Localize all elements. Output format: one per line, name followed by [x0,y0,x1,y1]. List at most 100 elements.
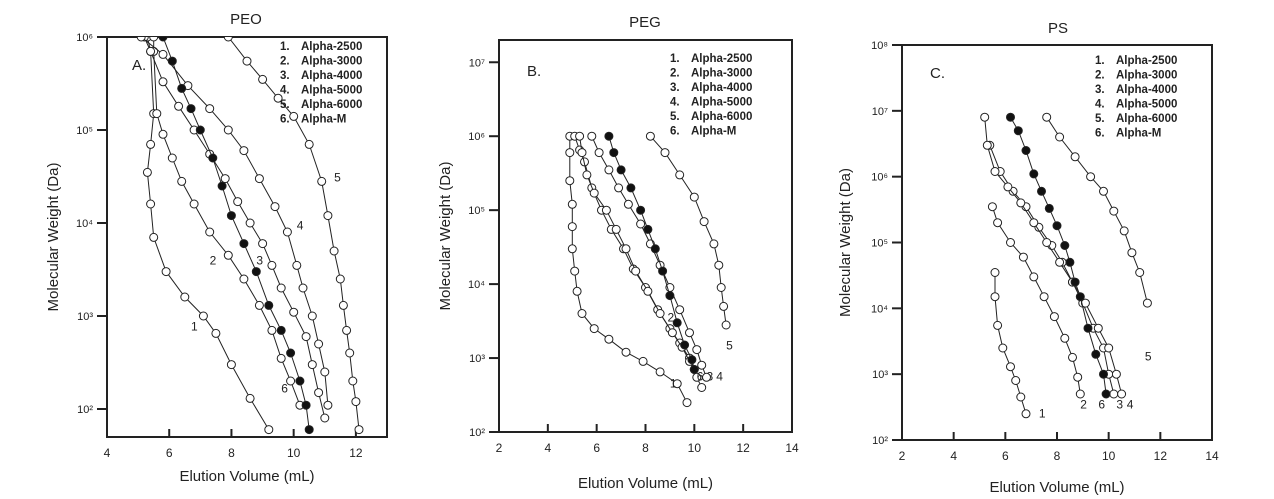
data-point [631,266,641,276]
series-number-label: 1 [191,319,198,333]
data-point [611,224,621,234]
data-point [295,376,305,386]
data-point [577,309,587,318]
data-point [354,425,364,435]
data-point [270,202,280,212]
data-point [572,286,582,296]
series-alpha-5000 [980,112,1127,399]
data-point [258,239,268,249]
data-point [239,239,249,249]
data-point [307,311,317,321]
series-alpha-3000 [987,202,1085,399]
x-tick-label: 8 [642,441,649,455]
legend-number: 1. [670,53,680,65]
series-alpha-m [158,37,314,435]
series-alpha-5000 [136,37,333,410]
data-point [702,372,711,382]
data-point [680,340,690,350]
data-point [301,332,311,342]
data-point [1093,323,1103,333]
legend-number: 2. [670,68,680,80]
panel-label: A. [132,57,146,74]
y-tick-label: 10³ [469,353,485,365]
y-tick-label: 10² [872,435,888,447]
chart-title: PS [1048,20,1068,37]
data-point [158,49,168,59]
y-tick-label: 10⁴ [871,303,888,315]
data-point [286,348,296,358]
data-point [577,148,587,158]
legend-number: 5. [670,111,680,123]
series-number-label: 3 [256,253,263,267]
series-number-label: 6 [1098,398,1105,412]
data-point [189,199,199,209]
legend-entry: Alpha-5000 [301,85,362,97]
series-line [1046,116,1148,304]
data-point [567,222,577,232]
x-tick-label: 14 [1205,449,1219,463]
legend-entry: Alpha-3000 [301,56,362,68]
data-point [329,246,339,256]
data-point [1016,198,1026,208]
data-point [575,131,585,141]
legend: 1. Alpha-2500 2. Alpha-3000 3. Alpha-4000 4. Al… [670,53,752,138]
data-point [699,217,709,227]
data-point [342,325,352,335]
data-point [198,311,208,321]
x-tick-label: 8 [228,446,235,460]
data-point [687,355,697,365]
data-point [616,165,626,175]
y-tick-label: 10⁸ [871,40,888,52]
series-number-label: 6 [697,369,704,383]
legend-entry: Alpha-4000 [301,70,362,82]
x-tick-label: 6 [593,441,600,455]
data-point [301,400,311,410]
data-point [254,174,264,184]
data-point [660,148,670,158]
data-point [323,211,333,221]
data-point [604,165,614,175]
data-point [987,202,997,212]
y-tick-label: 10⁵ [871,238,888,250]
series-alpha-2500 [990,268,1031,419]
data-point [604,131,614,141]
data-point [351,397,361,407]
data-point [990,268,1000,277]
series-number-label: 1 [1039,406,1046,420]
data-point [667,328,677,338]
legend-number: 6. [670,126,680,138]
data-point [335,274,345,284]
x-tick-label: 14 [785,441,799,455]
data-point [645,131,655,141]
data-point [589,188,599,198]
data-point [298,283,308,293]
series-number-label: 3 [1116,398,1123,412]
data-point [665,291,675,301]
legend-entry: Alpha-M [301,114,346,126]
data-point [993,320,1003,330]
data-point [604,334,614,344]
series-alpha-6000 [1042,112,1152,308]
data-point [136,37,146,42]
legend-number: 1. [280,41,290,53]
data-point [158,77,168,87]
y-tick-label: 10⁷ [872,106,888,118]
data-point [993,218,1003,228]
x-tick-label: 2 [496,441,503,455]
legend-entry: Alpha-3000 [691,68,752,80]
data-point [345,348,355,358]
series-alpha-2500 [565,131,692,408]
legend-entry: Alpha-3000 [1116,70,1177,82]
data-point [167,56,177,66]
legend-number: 3. [280,70,290,82]
data-point [239,274,249,284]
data-point [565,148,575,158]
data-point [307,360,317,370]
series-line [146,37,270,430]
x-tick-label: 2 [899,449,906,463]
data-point [223,125,233,135]
data-point [1117,389,1127,399]
y-tick-label: 10² [77,404,93,416]
legend-entry: Alpha-2500 [1116,55,1177,67]
